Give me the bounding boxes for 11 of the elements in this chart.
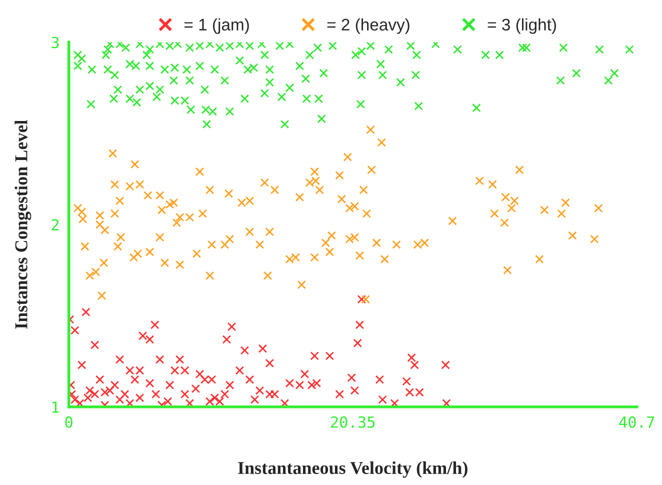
y-axis-title: Instances Congestion Level [14,120,32,329]
y-tick-label: 3 [52,36,59,48]
x-tick-label: 20.35 [330,416,375,428]
x-axis-title: Instantaneous Velocity (km/h) [238,461,468,478]
x-tick-label: 0 [65,416,72,428]
y-tick-label: 2 [52,219,59,230]
legend-label: = 1 (jam) [184,18,249,34]
legend-label: = 2 (heavy) [327,18,410,34]
y-tick-label: 1 [52,402,59,413]
x-tick-label: 40.7 [619,416,654,428]
legend-label: = 3 (light) [488,18,556,34]
